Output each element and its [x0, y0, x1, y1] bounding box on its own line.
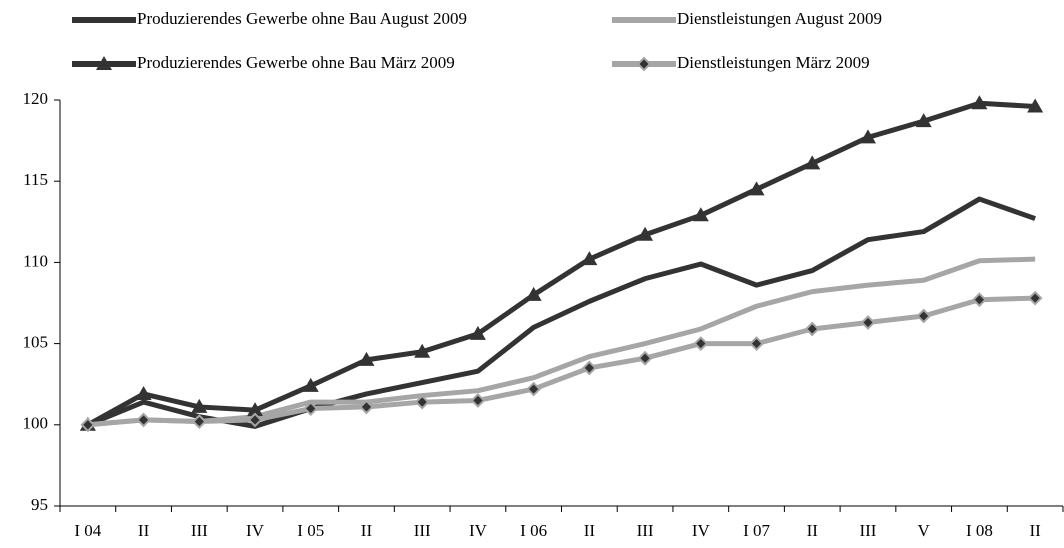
- marker-triangle: [748, 181, 765, 196]
- marker-triangle: [692, 207, 709, 222]
- legend-label: Produzierendes Gewerbe ohne Bau August 2…: [137, 9, 467, 28]
- series-line: [87, 295, 1036, 428]
- x-tick-label: I 08: [966, 521, 993, 540]
- series-line: [86, 100, 1036, 427]
- marker-triangle: [915, 113, 932, 128]
- marker-triangle: [525, 286, 542, 301]
- x-tick-label: III: [637, 521, 654, 540]
- x-tick-label: II: [584, 521, 596, 540]
- marker-diamond: [749, 336, 764, 352]
- marker-triangle: [859, 129, 876, 144]
- marker-diamond: [359, 399, 374, 415]
- marker-triangle: [414, 343, 431, 358]
- marker-diamond: [693, 336, 709, 352]
- x-tick-label: III: [414, 521, 431, 540]
- marker-diamond: [470, 393, 486, 408]
- x-tick-label: V: [918, 521, 931, 540]
- x-tick-label: II: [1029, 521, 1041, 540]
- y-tick-label: 100: [23, 414, 49, 433]
- legend-label: Dienstleistungen August 2009: [677, 9, 882, 28]
- marker-triangle: [191, 398, 208, 413]
- y-tick-label: 110: [23, 251, 48, 270]
- marker-diamond: [972, 292, 987, 308]
- marker-triangle: [581, 251, 598, 266]
- x-tick-label: II: [138, 521, 150, 540]
- marker-triangle: [358, 351, 375, 366]
- x-tick-label: IV: [469, 521, 488, 540]
- marker-triangle: [302, 377, 319, 392]
- x-tick-label: II: [807, 521, 819, 540]
- marker-diamond: [1027, 290, 1043, 306]
- marker-diamond: [860, 315, 876, 330]
- x-tick-label: III: [859, 521, 876, 540]
- y-tick-label: 95: [31, 495, 48, 514]
- marker-diamond: [804, 321, 820, 337]
- legend-label: Produzierendes Gewerbe ohne Bau März 200…: [137, 53, 455, 72]
- y-tick-label: 120: [23, 89, 49, 108]
- legend-label: Dienstleistungen März 2009: [677, 53, 870, 72]
- marker-diamond: [303, 401, 319, 416]
- x-tick-label: I 06: [520, 521, 547, 540]
- x-tick-label: IV: [692, 521, 711, 540]
- series-line: [87, 256, 1036, 428]
- series-line: [86, 196, 1036, 429]
- marker-diamond: [526, 381, 542, 397]
- x-tick-label: IV: [246, 521, 265, 540]
- marker-triangle: [637, 226, 654, 241]
- marker-diamond: [247, 412, 263, 428]
- marker-triangle: [804, 155, 821, 170]
- marker-diamond: [636, 56, 652, 72]
- marker-triangle: [469, 325, 486, 340]
- marker-diamond: [916, 308, 932, 324]
- x-tick-label: I 07: [743, 521, 770, 540]
- marker-triangle: [96, 56, 112, 70]
- x-tick-label: III: [191, 521, 208, 540]
- marker-diamond: [80, 417, 96, 433]
- x-tick-label: II: [361, 521, 373, 540]
- x-tick-label: I 05: [297, 521, 324, 540]
- marker-diamond: [136, 412, 151, 428]
- x-tick-label: I 04: [74, 521, 101, 540]
- marker-triangle: [971, 95, 988, 110]
- y-tick-label: 115: [23, 170, 48, 189]
- marker-triangle: [1027, 98, 1044, 113]
- marker-diamond: [637, 350, 653, 366]
- marker-triangle: [247, 402, 264, 417]
- marker-diamond: [191, 414, 207, 429]
- marker-diamond: [414, 394, 430, 410]
- marker-triangle: [135, 385, 152, 400]
- y-tick-label: 105: [23, 333, 49, 352]
- marker-diamond: [581, 360, 597, 376]
